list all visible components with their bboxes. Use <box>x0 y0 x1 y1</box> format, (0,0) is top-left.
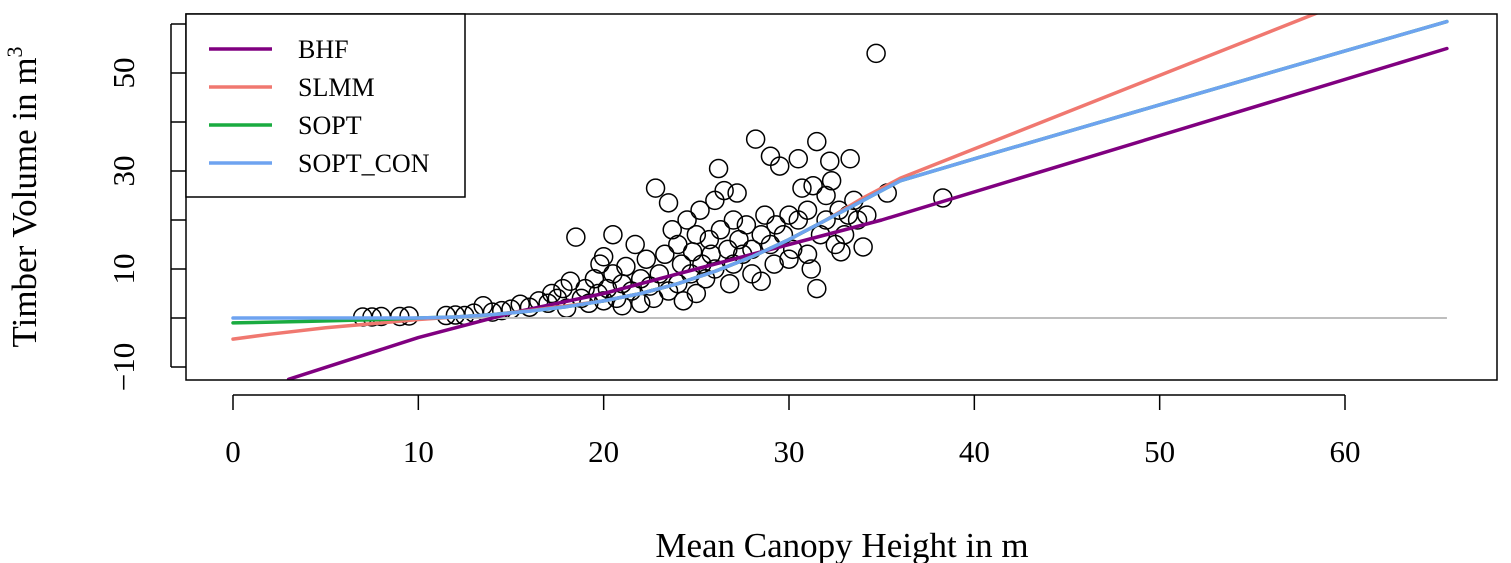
data-point-95 <box>792 178 812 198</box>
data-point-37 <box>616 256 636 277</box>
data-point-45 <box>645 178 666 198</box>
data-point-43 <box>640 276 660 296</box>
y-axis-title-superscript: 3 <box>2 46 27 57</box>
x-tick-label-10: 10 <box>403 434 434 469</box>
data-point-38 <box>621 281 642 301</box>
data-point-22 <box>566 227 586 247</box>
data-point-54 <box>673 291 694 311</box>
x-tick-label-40: 40 <box>959 434 990 469</box>
data-point-106 <box>821 171 842 191</box>
data-point-105 <box>820 151 840 171</box>
legend-box <box>185 13 466 198</box>
legend-label-sopt: SOPT <box>298 111 362 140</box>
data-point-59 <box>686 224 707 245</box>
y-axis-title-text: Timber Volume in m <box>5 57 44 347</box>
data-point-69 <box>714 180 734 201</box>
data-point-88 <box>769 156 790 176</box>
data-point-117 <box>866 43 886 64</box>
data-point-92 <box>782 239 803 260</box>
y-tick-label-30: 30 <box>106 156 141 187</box>
x-tick-label-0: 0 <box>225 434 241 469</box>
data-point-100 <box>807 131 827 152</box>
data-point-26 <box>584 269 605 289</box>
data-point-98 <box>801 259 821 279</box>
data-point-28 <box>590 254 610 274</box>
legend-label-slmm: SLMM <box>298 73 375 102</box>
data-point-114 <box>847 210 868 230</box>
data-point-33 <box>603 224 623 245</box>
data-point-74 <box>727 183 747 203</box>
data-point-11 <box>491 300 512 321</box>
data-point-4 <box>399 306 419 326</box>
y-tick-label--10: −10 <box>106 343 141 391</box>
data-point-115 <box>853 237 873 257</box>
data-point-39 <box>625 234 645 255</box>
y-axis: −10 10 30 50 <box>106 23 186 391</box>
data-point-46 <box>649 264 670 284</box>
data-point-112 <box>840 149 860 169</box>
data-point-70 <box>718 239 738 260</box>
data-point-103 <box>816 210 836 230</box>
legend-label-sopt-con: SOPT_CON <box>298 149 430 178</box>
data-point-50 <box>662 220 682 240</box>
data-point-47 <box>655 244 675 265</box>
data-point-91 <box>779 205 799 225</box>
data-point-90 <box>779 249 799 269</box>
x-tick-label-20: 20 <box>588 434 619 469</box>
y-tick-label-50: 50 <box>106 58 141 89</box>
y-axis-title: Timber Volume in m3 <box>2 46 44 347</box>
data-point-94 <box>788 149 809 169</box>
data-point-63 <box>699 229 720 250</box>
data-point-97 <box>797 200 818 220</box>
x-tick-label-30: 30 <box>774 434 805 469</box>
series-line-sopt-con <box>231 19 1449 320</box>
y-tick-label-10: 10 <box>106 254 141 285</box>
data-point-85 <box>760 146 781 167</box>
data-point-86 <box>764 254 784 274</box>
data-point-60 <box>690 200 710 220</box>
data-point-55 <box>677 210 697 230</box>
data-point-83 <box>755 205 775 225</box>
data-point-82 <box>751 271 771 291</box>
data-point-96 <box>797 244 818 265</box>
data-point-110 <box>834 224 855 245</box>
data-point-19 <box>553 278 573 299</box>
data-point-18 <box>542 283 562 304</box>
series-line-bhf <box>286 46 1449 380</box>
data-point-66 <box>705 190 725 211</box>
data-point-77 <box>736 215 757 235</box>
model-lines <box>231 14 1449 380</box>
legend-label-bhf: BHF <box>298 35 349 64</box>
x-axis: 0 10 20 30 40 50 60 <box>225 394 1361 469</box>
data-point-49 <box>658 193 679 213</box>
data-point-58 <box>686 283 707 304</box>
data-point-104 <box>816 185 836 206</box>
data-point-71 <box>719 273 740 294</box>
data-point-101 <box>807 278 827 299</box>
data-point-30 <box>593 247 614 267</box>
data-point-72 <box>723 210 744 230</box>
data-point-99 <box>803 175 823 196</box>
data-points <box>352 43 953 327</box>
data-point-32 <box>603 264 623 284</box>
data-point-42 <box>636 249 657 269</box>
data-point-87 <box>766 215 786 235</box>
data-point-57 <box>682 242 703 262</box>
data-point-68 <box>710 220 731 240</box>
x-tick-label-50: 50 <box>1144 434 1175 469</box>
data-point-67 <box>708 158 729 179</box>
x-axis-title: Mean Canopy Height in m <box>655 526 1028 563</box>
legend: BHF SLMM SOPT SOPT_CON <box>185 13 466 198</box>
data-point-80 <box>745 129 766 149</box>
x-tick-label-60: 60 <box>1330 434 1361 469</box>
